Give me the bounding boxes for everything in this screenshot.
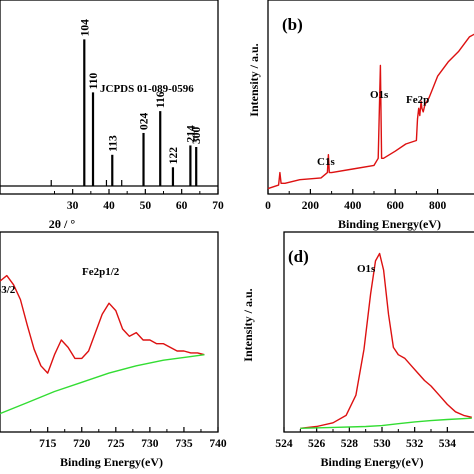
x-tick-label: 0: [265, 200, 271, 212]
peak-label: O1s: [370, 89, 389, 101]
peak-label: Fe2p1/2: [82, 266, 120, 278]
x-tick-label: 528: [341, 438, 359, 450]
peak-label: O1s: [357, 263, 376, 275]
x-tick-label: 730: [141, 438, 159, 450]
x-tick-label: 735: [175, 438, 193, 450]
survey-spectrum-line: [267, 33, 474, 190]
jcpds-annotation: JCPDS 01-089-0596: [100, 83, 194, 95]
peak-label: C1s: [317, 156, 335, 168]
x-tick-label: 30: [67, 200, 79, 212]
x-tick-label: 200: [302, 200, 320, 212]
x-tick-label: 800: [429, 200, 447, 212]
peak-label: Fe2p3/2: [0, 284, 16, 296]
panel-c-fe2p-spectrum: 715 720 725 730 735 740 Binding Energy(eV) Fe2p…: [0, 231, 227, 469]
xrd-peak-label: 113: [107, 135, 119, 152]
x-tick-label: 400: [344, 200, 362, 212]
x-tick-label: 70: [212, 200, 224, 212]
xrd-peak-label: 024: [139, 112, 151, 130]
x-tick-label: 720: [73, 438, 91, 450]
panel-letter-b: (b): [282, 15, 303, 34]
x-tick-label: 534: [439, 438, 457, 450]
y-axis-title: Intensity / a.u.: [247, 43, 261, 116]
x-axis-title: Binding Energy(eV): [60, 455, 163, 469]
x-axis-title: 2θ / °: [49, 217, 76, 231]
plot-frame: [0, 231, 219, 433]
x-tick-label: 600: [387, 200, 405, 212]
xrd-peak-label: 122: [168, 147, 180, 165]
x-tick-label: 526: [308, 438, 326, 450]
x-tick-label: 725: [107, 438, 125, 450]
peak-label: Fe2p: [406, 94, 429, 106]
fe2p-spectrum-line: [0, 274, 205, 374]
xrd-peak-label: 104: [79, 19, 91, 37]
x-axis-title: Binding Energy(eV): [320, 455, 423, 469]
x-tick-label: 740: [209, 438, 227, 450]
xrd-peak-label: 214: [185, 125, 197, 143]
x-axis-title: Binding Energy(eV): [338, 217, 441, 231]
fe2p-background-line: [0, 354, 205, 415]
xrd-peak-label: 116: [155, 91, 167, 108]
plot-frame: [0, 0, 219, 195]
o1s-spectrum-line: [300, 252, 472, 429]
o1s-background-line: [300, 417, 472, 429]
x-tick-label: 530: [373, 438, 391, 450]
x-tick-label: 524: [275, 438, 293, 450]
x-tick-label: 715: [39, 438, 57, 450]
x-tick-label: 60: [176, 200, 188, 212]
panel-letter-d: (d): [288, 247, 309, 266]
x-tick-label: 40: [103, 200, 115, 212]
xrd-peak-label: 300: [191, 127, 203, 145]
y-axis-title: Intensity / a.u.: [241, 288, 255, 361]
x-tick-label: 532: [406, 438, 424, 450]
panel-a-xrd-pattern: 30 40 50 60 70 2θ / ° 104 110 113 024 116 122 214300…: [0, 0, 224, 231]
panel-b-xps-survey: 0 200 400 600 800 Binding Energy(eV) (b) Intens…: [247, 0, 474, 231]
panel-d-o1s-spectrum: 524 526 528 530 532 534 Binding Energy(eV) (d) I…: [241, 231, 474, 469]
xrd-peak-label: 110: [88, 73, 100, 90]
x-tick-label: 50: [140, 200, 152, 212]
